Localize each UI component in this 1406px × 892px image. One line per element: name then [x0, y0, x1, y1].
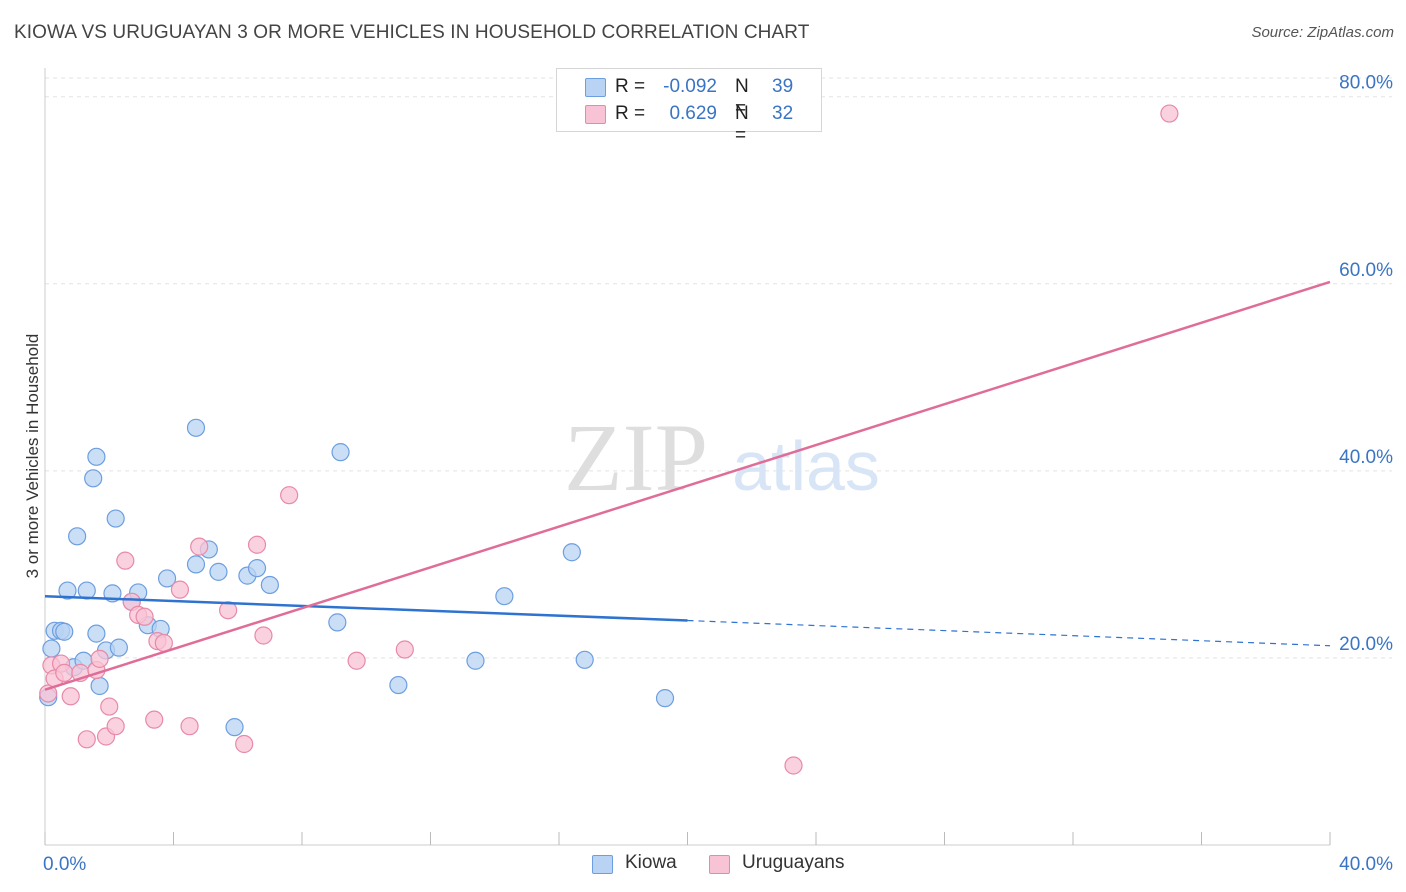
- data-point: [466, 651, 485, 670]
- series-swatch-uruguayans: [709, 855, 730, 874]
- y-tick-label: 20.0%: [1339, 634, 1393, 655]
- data-point: [219, 601, 238, 620]
- legend-r-value: -0.092: [663, 76, 717, 97]
- legend-r-value: 0.629: [669, 103, 717, 124]
- data-point: [186, 418, 206, 437]
- data-point: [106, 717, 125, 736]
- data-point: [145, 710, 164, 729]
- series-label-kiowa: Kiowa: [625, 852, 677, 873]
- data-point: [84, 469, 103, 488]
- data-point: [100, 697, 119, 716]
- data-point: [347, 651, 366, 670]
- data-point: [87, 624, 106, 643]
- data-point: [225, 718, 244, 737]
- y-tick-label: 40.0%: [1339, 447, 1393, 468]
- legend-r-label: R =: [615, 76, 646, 97]
- watermark: ZIP atlas: [564, 404, 880, 511]
- axes: [44, 68, 1331, 846]
- data-points: [39, 104, 1179, 775]
- legend-swatch-uruguayans: [585, 105, 606, 124]
- data-point: [157, 569, 177, 588]
- data-point: [575, 650, 594, 669]
- data-point: [68, 527, 87, 546]
- data-point: [331, 443, 350, 462]
- watermark-atlas: atlas: [732, 427, 880, 505]
- tick-labels: 20.0% 40.0% 60.0% 80.0% 0.0% 40.0%: [43, 73, 1393, 875]
- x-tick-label: 0.0%: [43, 854, 86, 875]
- data-point: [562, 543, 581, 562]
- data-point: [655, 689, 675, 708]
- kiowa-trend-extension: [687, 619, 1331, 647]
- uruguayans-trend-line: [44, 280, 1331, 691]
- data-point: [235, 734, 254, 754]
- legend-n-label: N =: [735, 103, 749, 146]
- data-point: [186, 555, 206, 574]
- data-point: [254, 626, 273, 645]
- data-point: [190, 537, 209, 556]
- legend-r-label: R =: [615, 103, 646, 124]
- data-point: [55, 663, 74, 682]
- data-point: [1160, 104, 1179, 123]
- data-point: [90, 676, 109, 696]
- data-point: [170, 580, 190, 599]
- data-point: [495, 587, 514, 606]
- series-uruguayans-points: [39, 104, 1179, 775]
- data-point: [209, 562, 228, 581]
- data-point: [39, 684, 58, 703]
- data-point: [116, 551, 135, 570]
- series-label-uruguayans: Uruguayans: [742, 852, 845, 873]
- series-swatch-kiowa: [592, 855, 613, 874]
- kiowa-trend-line: [44, 594, 688, 622]
- data-point: [280, 486, 299, 505]
- legend-swatch-kiowa: [585, 78, 606, 97]
- legend-n-value: 39: [772, 76, 794, 97]
- data-point: [260, 575, 279, 595]
- y-tick-label: 60.0%: [1339, 260, 1393, 281]
- y-tick-label: 80.0%: [1339, 73, 1393, 94]
- data-point: [180, 717, 199, 736]
- x-tick-label: 40.0%: [1339, 854, 1393, 875]
- data-point: [42, 639, 61, 658]
- correlation-legend: R = -0.092 N = 39 R = 0.629 N = 32: [556, 68, 822, 146]
- data-point: [87, 447, 106, 466]
- data-point: [328, 613, 347, 632]
- data-point: [395, 640, 414, 659]
- trend-lines: [44, 280, 1331, 691]
- data-point: [58, 581, 77, 600]
- series-legend: Kiowa Uruguayans: [0, 852, 1406, 878]
- legend-n-label: N =: [735, 76, 749, 119]
- data-point: [247, 535, 267, 554]
- data-point: [90, 649, 109, 668]
- data-point: [784, 756, 803, 775]
- watermark-zip: ZIP: [564, 404, 708, 511]
- data-point: [106, 509, 125, 528]
- data-point: [135, 607, 154, 626]
- data-point: [247, 559, 267, 578]
- data-point: [61, 687, 80, 706]
- data-point: [77, 730, 96, 749]
- chart-title: KIOWA VS URUGUAYAN 3 OR MORE VEHICLES IN…: [14, 22, 810, 43]
- source-credit: Source: ZipAtlas.com: [1251, 24, 1394, 41]
- legend-n-value: 32: [772, 103, 794, 124]
- data-point: [109, 638, 128, 657]
- data-point: [77, 581, 96, 600]
- data-point: [389, 675, 408, 695]
- data-point: [55, 622, 74, 641]
